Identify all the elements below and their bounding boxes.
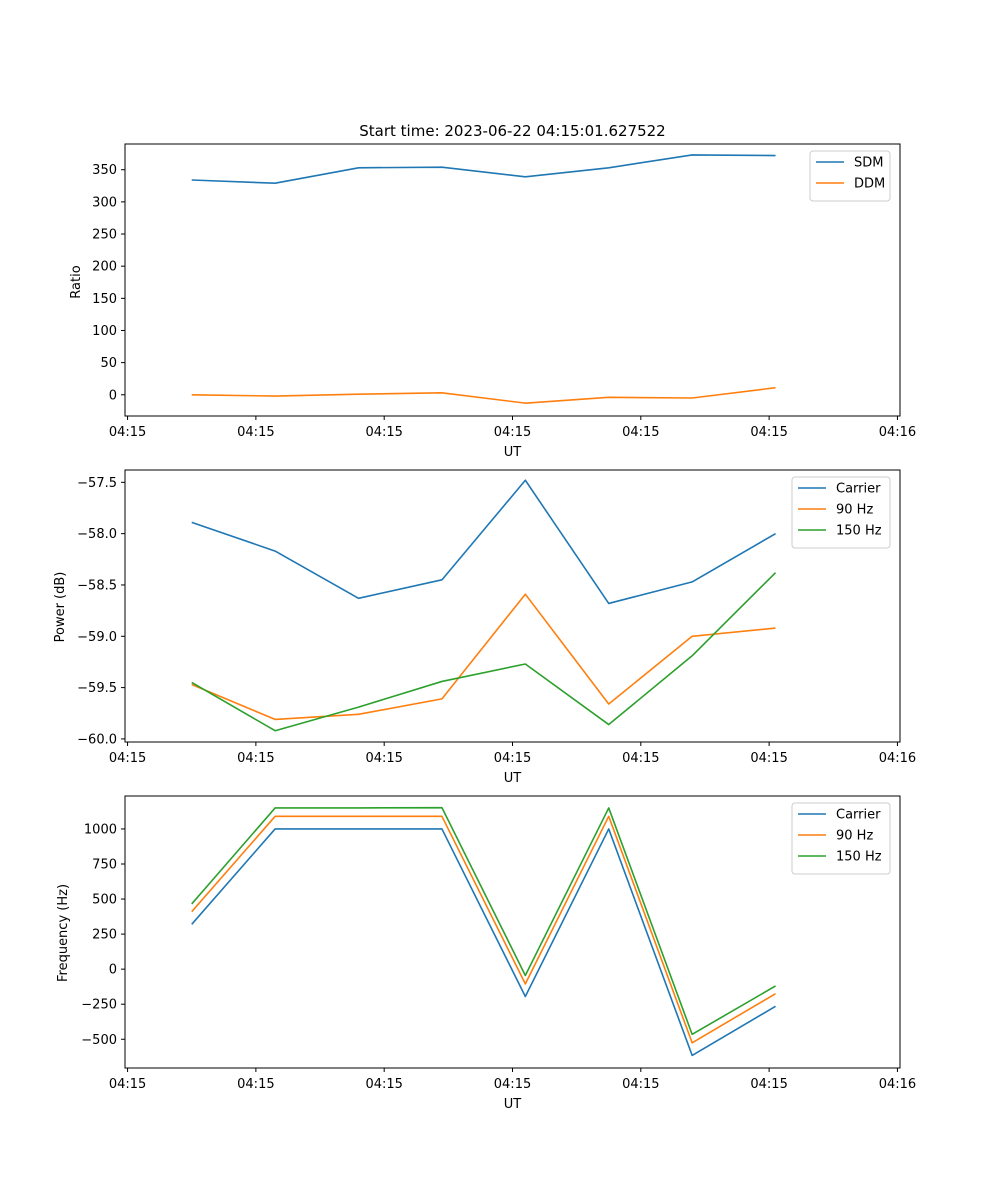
x-tick-label: 04:15 <box>494 425 531 440</box>
x-tick-label: 04:15 <box>365 425 402 440</box>
x-axis-label: UT <box>504 1097 522 1112</box>
y-tick-label: −59.0 <box>77 630 117 645</box>
y-tick-label: 0 <box>109 388 117 403</box>
y-tick-label: −59.5 <box>77 681 117 696</box>
y-tick-label: 750 <box>92 858 117 873</box>
y-tick-label: −500 <box>81 1033 117 1048</box>
legend: Carrier 90 Hz 150 Hz <box>791 476 891 549</box>
legend-label: 150 Hz <box>836 850 882 865</box>
x-tick-label: 04:15 <box>237 425 274 440</box>
legend: SDM DDM <box>809 150 891 202</box>
x-tick-label: 04:15 <box>109 425 146 440</box>
x-tick-label: 04:15 <box>237 751 274 766</box>
x-tick-label: 04:15 <box>494 1077 531 1092</box>
legend-label: Carrier <box>836 808 881 823</box>
series-line-sdm <box>191 154 776 185</box>
x-tick-label: 04:15 <box>109 751 146 766</box>
legend-label: SDM <box>854 156 883 171</box>
x-tick-label: 04:15 <box>109 1077 146 1092</box>
legend-label: 90 Hz <box>836 503 873 518</box>
legend-box <box>809 150 891 202</box>
y-tick-label: 200 <box>92 260 117 275</box>
x-tick-label: 04:15 <box>237 1077 274 1092</box>
ratio-panel: Start time: 2023-06-22 04:15:01.627522 U… <box>69 122 916 460</box>
x-tick-label: 04:15 <box>622 1077 659 1092</box>
series-line-carrier <box>191 828 776 1057</box>
x-tick-label: 04:15 <box>622 425 659 440</box>
y-tick-label: −58.5 <box>77 578 117 593</box>
x-tick-label: 04:15 <box>750 751 787 766</box>
series-line-carrier <box>191 479 776 605</box>
series-line-90-hz <box>191 815 776 1044</box>
series-line-90-hz <box>191 593 776 721</box>
x-axis-label: UT <box>504 445 522 460</box>
y-tick-label: 250 <box>92 228 117 243</box>
y-tick-label: 150 <box>92 292 117 307</box>
y-tick-label: 1000 <box>84 822 117 837</box>
y-tick-label: 0 <box>109 963 117 978</box>
y-tick-label: −57.5 <box>77 476 117 491</box>
legend-label: 90 Hz <box>836 829 873 844</box>
legend: Carrier 90 Hz 150 Hz <box>791 802 891 875</box>
x-tick-label: 04:16 <box>879 751 916 766</box>
legend-label: DDM <box>854 177 885 192</box>
x-tick-label: 04:15 <box>365 751 402 766</box>
y-axis-label: Ratio <box>69 265 84 298</box>
x-tick-label: 04:15 <box>750 1077 787 1092</box>
frequency-panel: UT Frequency (Hz) 04:15 04:15 04:15 04:15 04… <box>56 795 916 1112</box>
x-tick-label: 04:15 <box>365 1077 402 1092</box>
x-tick-label: 04:16 <box>879 425 916 440</box>
y-tick-label: 50 <box>100 356 117 371</box>
y-axis-label: Frequency (Hz) <box>56 884 71 982</box>
x-tick-label: 04:16 <box>879 1077 916 1092</box>
y-tick-label: 500 <box>92 893 117 908</box>
legend-label: 150 Hz <box>836 524 882 539</box>
y-tick-label: −60.0 <box>77 732 117 747</box>
x-axis-label: UT <box>504 771 522 786</box>
y-tick-label: −58.0 <box>77 527 117 542</box>
y-tick-label: 350 <box>92 163 117 178</box>
y-tick-label: 100 <box>92 324 117 339</box>
y-tick-label: −250 <box>81 998 117 1013</box>
y-tick-label: 300 <box>92 195 117 210</box>
x-tick-label: 04:15 <box>622 751 659 766</box>
y-tick-label: 250 <box>92 928 117 943</box>
y-axis-label: Power (dB) <box>53 572 68 643</box>
legend-label: Carrier <box>836 482 881 497</box>
x-tick-label: 04:15 <box>494 751 531 766</box>
chart-title: Start time: 2023-06-22 04:15:01.627522 <box>359 122 665 140</box>
series-line-150-hz <box>191 572 777 732</box>
x-tick-label: 04:15 <box>750 425 787 440</box>
series-line-150-hz <box>191 806 776 1036</box>
power-panel: UT Power (dB) 04:15 04:15 04:15 04:15 04:15 0… <box>53 469 916 786</box>
series-line-ddm <box>191 386 776 404</box>
